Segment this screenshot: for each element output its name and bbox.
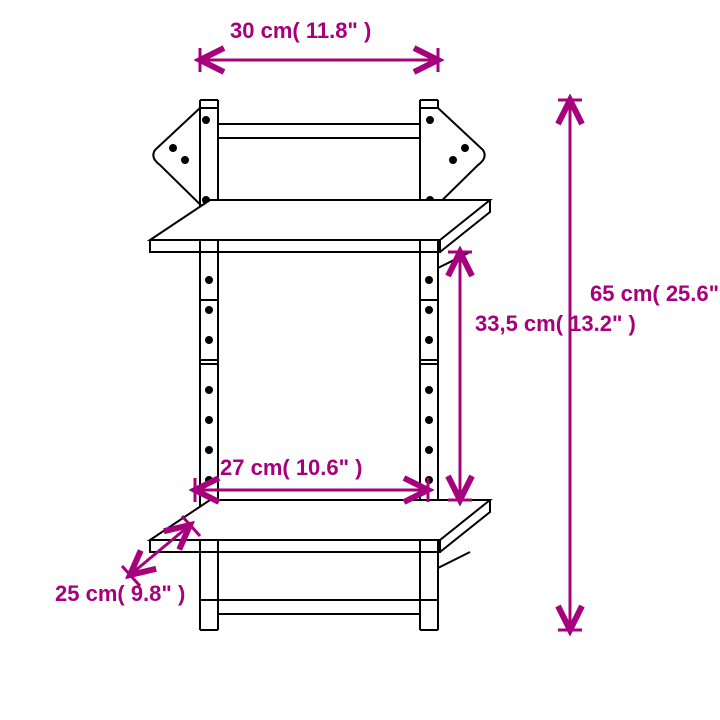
label-shelf-depth: 25 cm( 9.8" ) (55, 580, 195, 609)
shelf-drawing (0, 0, 720, 720)
label-shelf-width: 27 cm( 10.6" ) (220, 455, 363, 481)
label-shelf-gap: 33,5 cm( 13.2" ) (475, 310, 565, 339)
diagram-canvas: 30 cm( 11.8" ) 65 cm( 25.6" ) 33,5 cm( 1… (0, 0, 720, 720)
dimension-lines (122, 48, 582, 630)
label-width-top: 30 cm( 11.8" ) (230, 18, 371, 44)
product-outline (150, 100, 490, 630)
label-height-right: 65 cm( 25.6" ) (590, 280, 710, 309)
